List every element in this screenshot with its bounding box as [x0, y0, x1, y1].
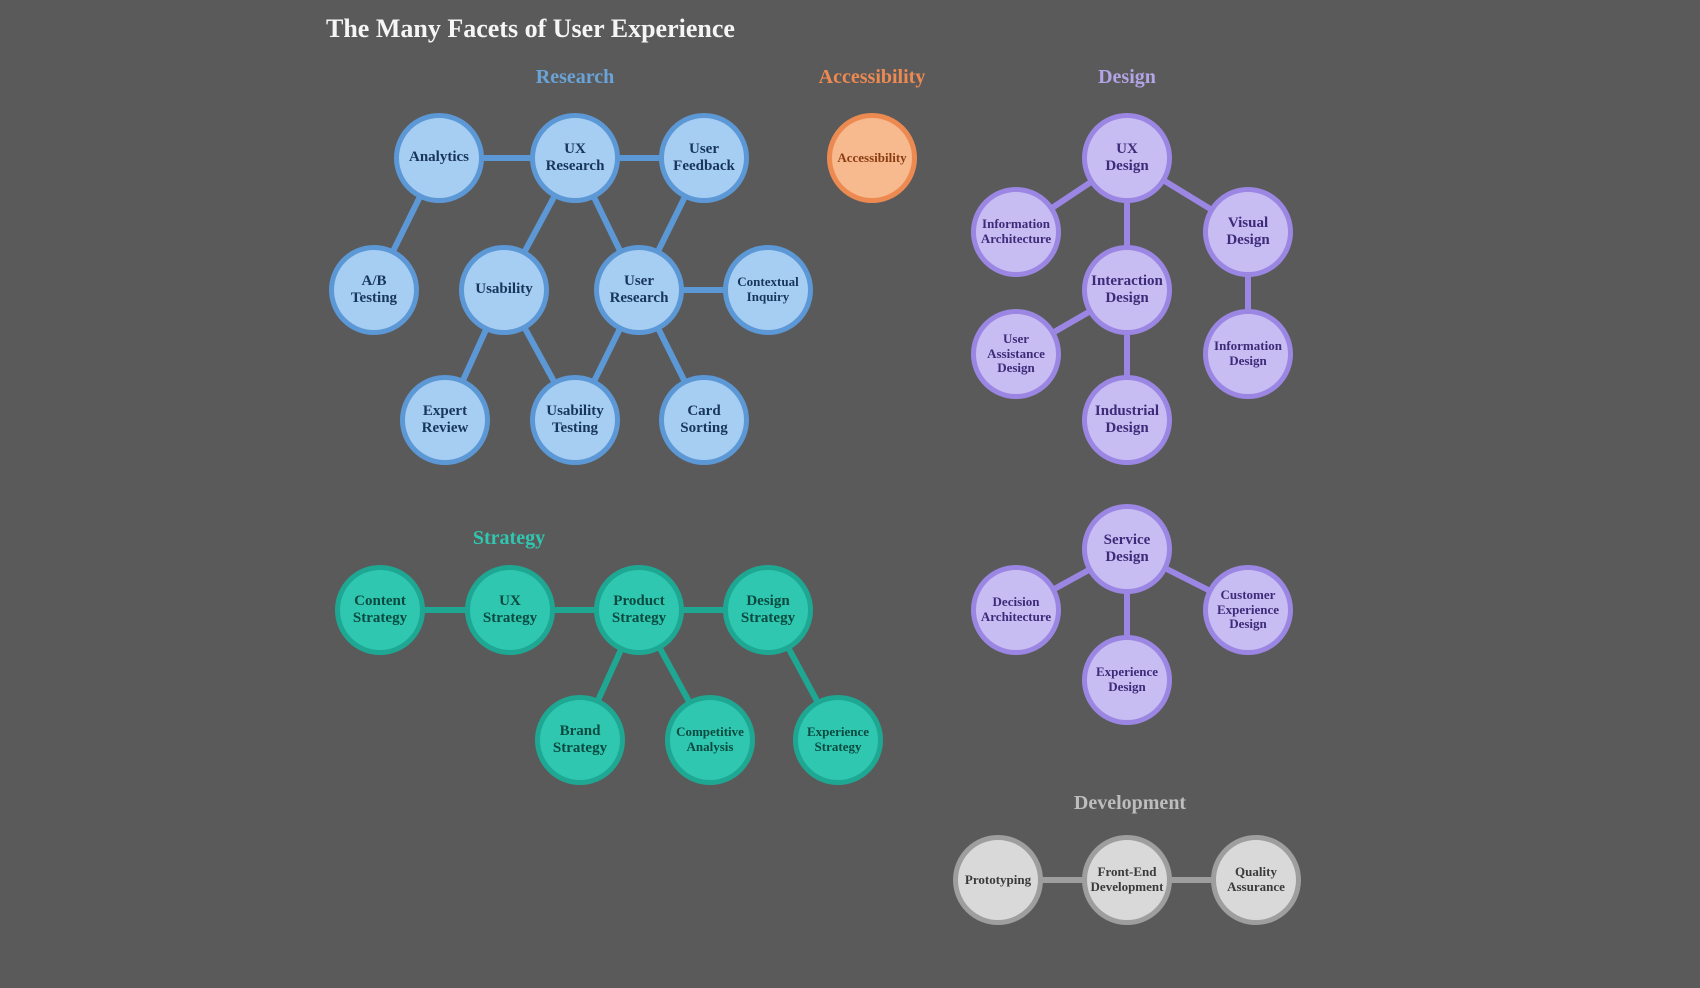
node-user-feedback: User Feedback	[659, 113, 749, 203]
node-product-strategy: Product Strategy	[594, 565, 684, 655]
section-label-strategy: Strategy	[473, 527, 545, 550]
node-analytics: Analytics	[394, 113, 484, 203]
node-service-design: Service Design	[1082, 504, 1172, 594]
section-label-accessibility: Accessibility	[819, 66, 926, 89]
node-exp-strategy: Experience Strategy	[793, 695, 883, 785]
node-usability: Usability	[459, 245, 549, 335]
node-industrial: Industrial Design	[1082, 375, 1172, 465]
node-user-research: User Research	[594, 245, 684, 335]
section-label-design: Design	[1098, 66, 1156, 89]
node-decision-arch: Decision Architecture	[971, 565, 1061, 655]
node-accessibility-node: Accessibility	[827, 113, 917, 203]
node-info-design: Information Design	[1203, 309, 1293, 399]
node-design-strategy: Design Strategy	[723, 565, 813, 655]
node-ab-testing: A/B Testing	[329, 245, 419, 335]
node-expert-review: Expert Review	[400, 375, 490, 465]
section-label-research: Research	[536, 66, 615, 89]
node-experience-design: Experience Design	[1082, 635, 1172, 725]
node-ux-strategy: UX Strategy	[465, 565, 555, 655]
node-card-sorting: Card Sorting	[659, 375, 749, 465]
node-qa: Quality Assurance	[1211, 835, 1301, 925]
node-info-arch: Information Architecture	[971, 187, 1061, 277]
node-usability-testing: Usability Testing	[530, 375, 620, 465]
node-ux-research: UX Research	[530, 113, 620, 203]
node-visual-design: Visual Design	[1203, 187, 1293, 277]
node-prototyping: Prototyping	[953, 835, 1043, 925]
node-brand-strategy: Brand Strategy	[535, 695, 625, 785]
section-label-development: Development	[1074, 792, 1186, 815]
page-title: The Many Facets of User Experience	[326, 14, 735, 44]
node-content-strategy: Content Strategy	[335, 565, 425, 655]
node-ux-design: UX Design	[1082, 113, 1172, 203]
node-cx-design: Customer Experience Design	[1203, 565, 1293, 655]
diagram-canvas: The Many Facets of User Experience Resea…	[0, 0, 1700, 988]
node-interaction: Interaction Design	[1082, 245, 1172, 335]
node-competitive: Competitive Analysis	[665, 695, 755, 785]
node-user-assist: User Assistance Design	[971, 309, 1061, 399]
node-frontend: Front-End Development	[1082, 835, 1172, 925]
node-contextual: Contextual Inquiry	[723, 245, 813, 335]
